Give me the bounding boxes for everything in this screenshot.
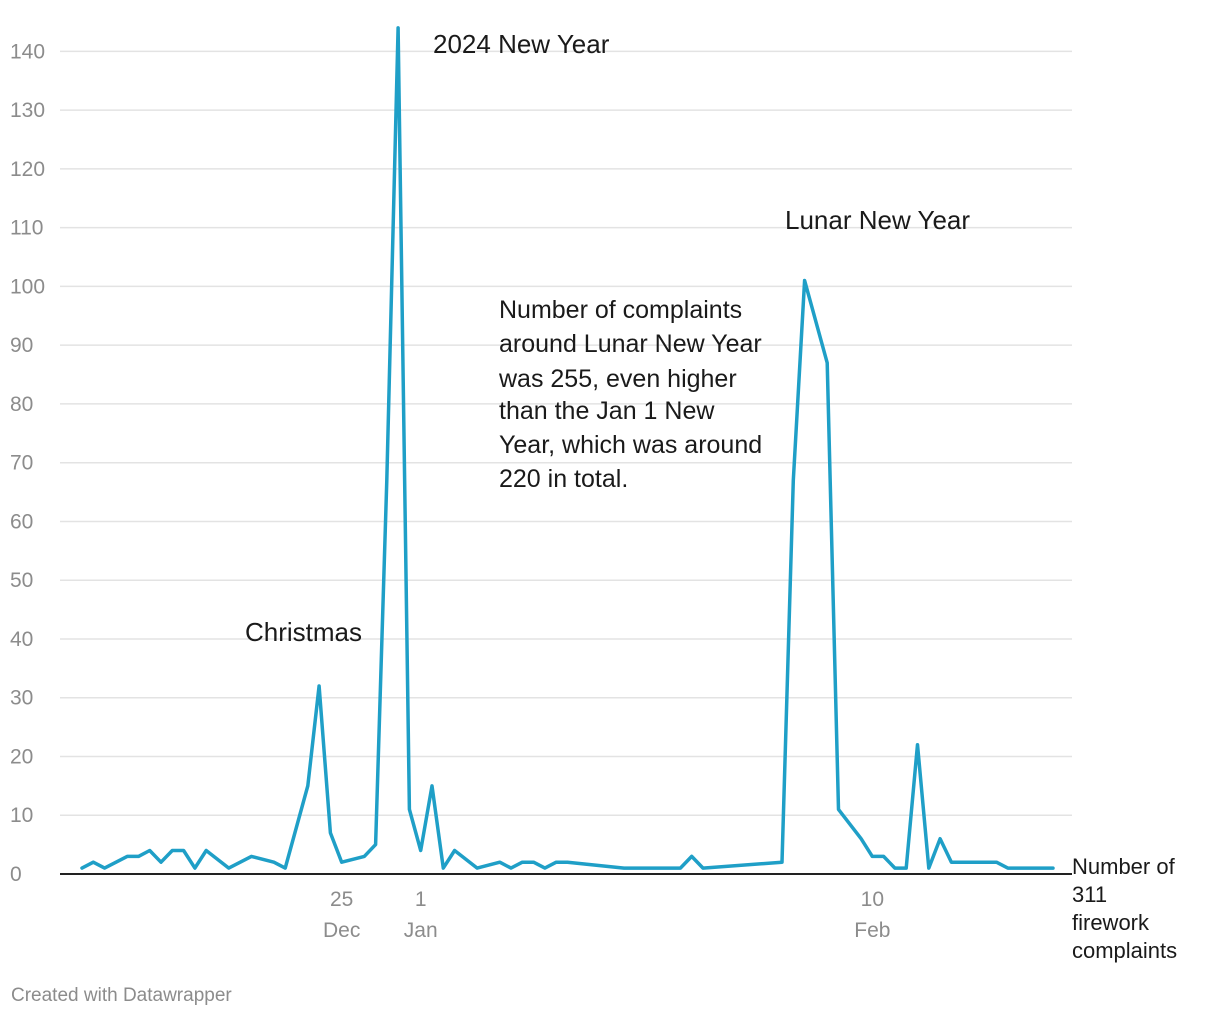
y-tick-label-140: 140 <box>10 40 45 63</box>
y-tick-label-130: 130 <box>10 99 45 122</box>
y-tick-label-30: 30 <box>10 687 33 710</box>
y-tick-label-60: 60 <box>10 510 33 533</box>
y-tick-label-40: 40 <box>10 628 33 651</box>
x-tick-label-day-1: 1 <box>415 888 427 911</box>
y-tick-label-110: 110 <box>10 217 43 240</box>
y-tick-label-120: 120 <box>10 158 45 181</box>
x-tick-label-day-2: 10 <box>861 888 884 911</box>
y-tick-label-80: 80 <box>10 393 33 416</box>
x-tick-label-day-0: 25 <box>330 888 353 911</box>
annotation-new-year: 2024 New Year <box>433 29 610 59</box>
y-tick-label-10: 10 <box>10 804 33 827</box>
y-tick-label-50: 50 <box>10 569 33 592</box>
series-line-firework-complaints <box>80 26 1055 870</box>
y-axis-ticks: 0 10 20 30 40 50 60 70 80 90 100 110 120 130 140 <box>10 40 45 886</box>
y-axis-unit-label: Number of 311 firework complaints <box>1072 854 1181 963</box>
y-tick-label-70: 70 <box>10 452 33 475</box>
annotation-lunar-new-year: Lunar New Year <box>785 205 970 235</box>
x-tick-label-month-0: Dec <box>323 919 360 942</box>
gridlines <box>60 50 1072 816</box>
y-tick-label-20: 20 <box>10 745 33 768</box>
x-axis-ticks: 25 Dec 1 Jan 10 Feb <box>323 888 890 942</box>
x-tick-label-month-2: Feb <box>854 919 890 942</box>
annotation-christmas: Christmas <box>245 617 362 647</box>
y-tick-label-90: 90 <box>10 334 33 357</box>
annotation-lunar-note: Number of complaints around Lunar New Ye… <box>498 296 769 493</box>
y-tick-label-0: 0 <box>10 863 22 886</box>
x-tick-label-month-1: Jan <box>404 919 438 942</box>
footer-credit: Created with Datawrapper <box>11 985 232 1006</box>
y-tick-label-100: 100 <box>10 275 45 298</box>
